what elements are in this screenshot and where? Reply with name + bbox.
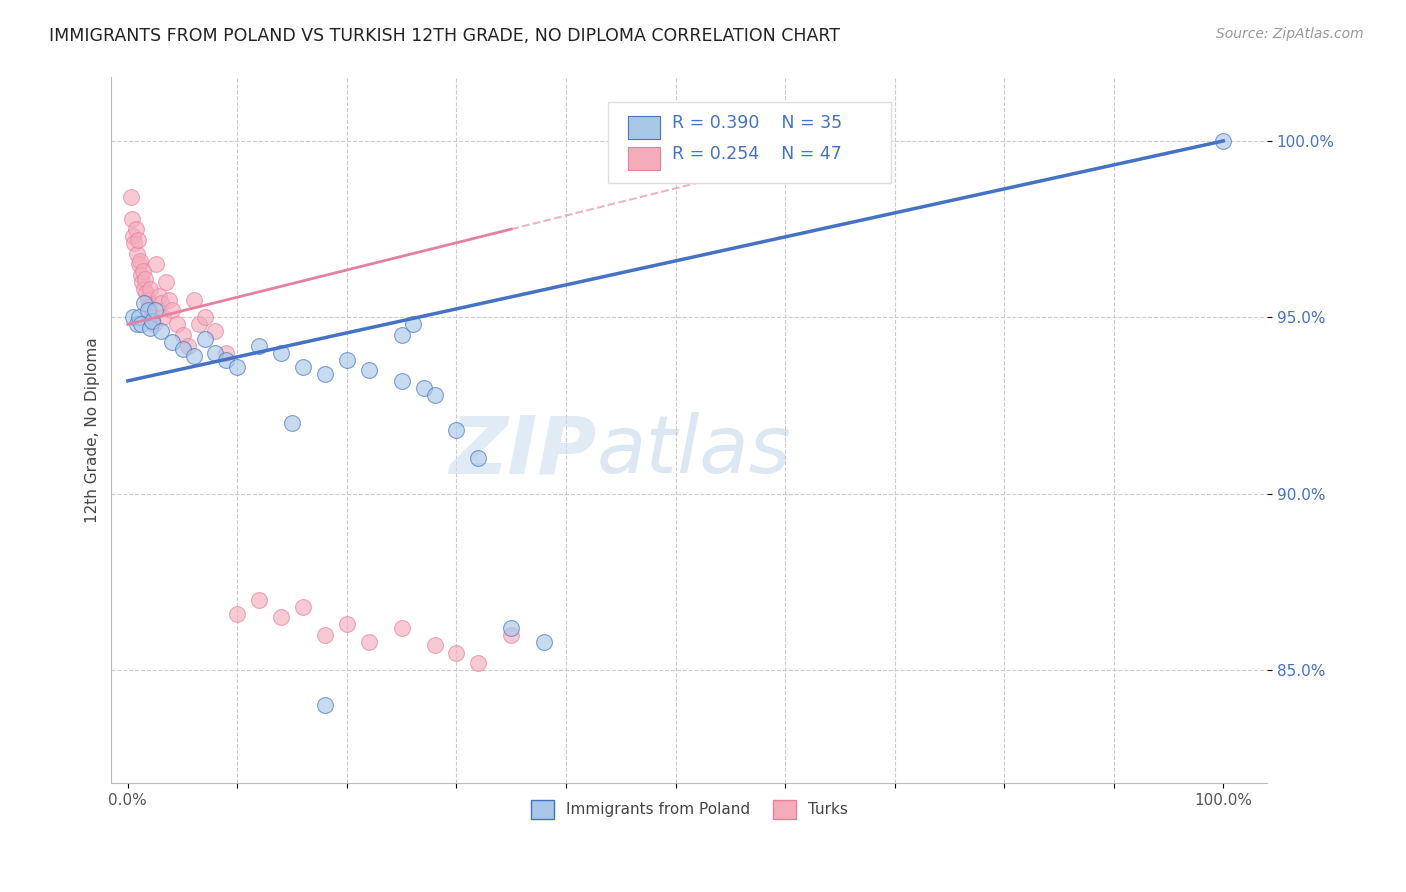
Point — [247, 338, 270, 352]
Point — [124, 236, 146, 251]
Point — [134, 296, 156, 310]
Point — [135, 285, 157, 300]
Point — [183, 349, 205, 363]
Point — [247, 592, 270, 607]
Point — [134, 271, 156, 285]
FancyBboxPatch shape — [609, 103, 891, 183]
Point — [122, 229, 145, 244]
Point — [270, 610, 292, 624]
Point — [138, 300, 160, 314]
Point — [139, 282, 162, 296]
Point — [501, 628, 523, 642]
Point — [172, 342, 194, 356]
Point — [204, 325, 226, 339]
Point — [193, 310, 215, 325]
Text: atlas: atlas — [596, 412, 792, 491]
Point — [149, 296, 172, 310]
Point — [122, 310, 145, 325]
Point — [226, 359, 249, 374]
Point — [166, 318, 188, 332]
Point — [314, 628, 336, 642]
Point — [128, 253, 150, 268]
Point — [401, 318, 423, 332]
Point — [423, 388, 446, 402]
Point — [183, 293, 205, 307]
Point — [1212, 134, 1234, 148]
Text: R = 0.254    N = 47: R = 0.254 N = 47 — [672, 145, 842, 163]
Point — [145, 257, 167, 271]
Point — [143, 318, 166, 332]
FancyBboxPatch shape — [628, 116, 661, 139]
Point — [357, 635, 380, 649]
Point — [172, 328, 194, 343]
Point — [121, 211, 143, 226]
Point — [215, 352, 238, 367]
Point — [391, 374, 413, 388]
Point — [215, 345, 238, 359]
Point — [391, 621, 413, 635]
Point — [270, 345, 292, 359]
FancyBboxPatch shape — [628, 147, 661, 169]
Point — [128, 257, 150, 271]
Point — [226, 607, 249, 621]
Point — [188, 318, 211, 332]
Point — [281, 416, 304, 430]
Y-axis label: 12th Grade, No Diploma: 12th Grade, No Diploma — [86, 337, 100, 523]
Point — [125, 318, 148, 332]
Point — [159, 293, 181, 307]
Point — [177, 338, 200, 352]
Point — [134, 282, 156, 296]
Point — [357, 363, 380, 377]
Text: ZIP: ZIP — [450, 412, 596, 491]
Point — [141, 310, 163, 325]
Point — [141, 314, 163, 328]
Point — [391, 328, 413, 343]
Point — [336, 617, 359, 632]
Point — [446, 423, 468, 437]
Text: R = 0.390    N = 35: R = 0.390 N = 35 — [672, 114, 842, 132]
Point — [204, 345, 226, 359]
Text: IMMIGRANTS FROM POLAND VS TURKISH 12TH GRADE, NO DIPLOMA CORRELATION CHART: IMMIGRANTS FROM POLAND VS TURKISH 12TH G… — [49, 27, 841, 45]
Point — [533, 635, 555, 649]
Point — [149, 325, 172, 339]
Point — [128, 310, 150, 325]
Point — [129, 318, 152, 332]
Point — [314, 698, 336, 713]
Point — [423, 639, 446, 653]
Point — [193, 331, 215, 345]
Point — [136, 293, 159, 307]
Point — [160, 303, 183, 318]
Point — [467, 656, 489, 670]
Point — [124, 222, 146, 236]
Point — [127, 233, 149, 247]
Point — [336, 352, 359, 367]
Point — [139, 321, 162, 335]
Point — [152, 310, 174, 325]
Point — [132, 264, 155, 278]
Point — [131, 275, 153, 289]
Point — [136, 303, 159, 318]
Legend: Immigrants from Poland, Turks: Immigrants from Poland, Turks — [524, 794, 853, 825]
Point — [129, 268, 152, 282]
Point — [155, 275, 177, 289]
Text: Source: ZipAtlas.com: Source: ZipAtlas.com — [1216, 27, 1364, 41]
Point — [148, 289, 170, 303]
Point — [501, 621, 523, 635]
Point — [125, 247, 148, 261]
Point — [292, 359, 315, 374]
Point — [314, 367, 336, 381]
Point — [160, 334, 183, 349]
Point — [412, 381, 434, 395]
Point — [446, 646, 468, 660]
Point — [467, 451, 489, 466]
Point — [292, 599, 315, 614]
Point — [143, 303, 166, 318]
Point — [120, 190, 142, 204]
